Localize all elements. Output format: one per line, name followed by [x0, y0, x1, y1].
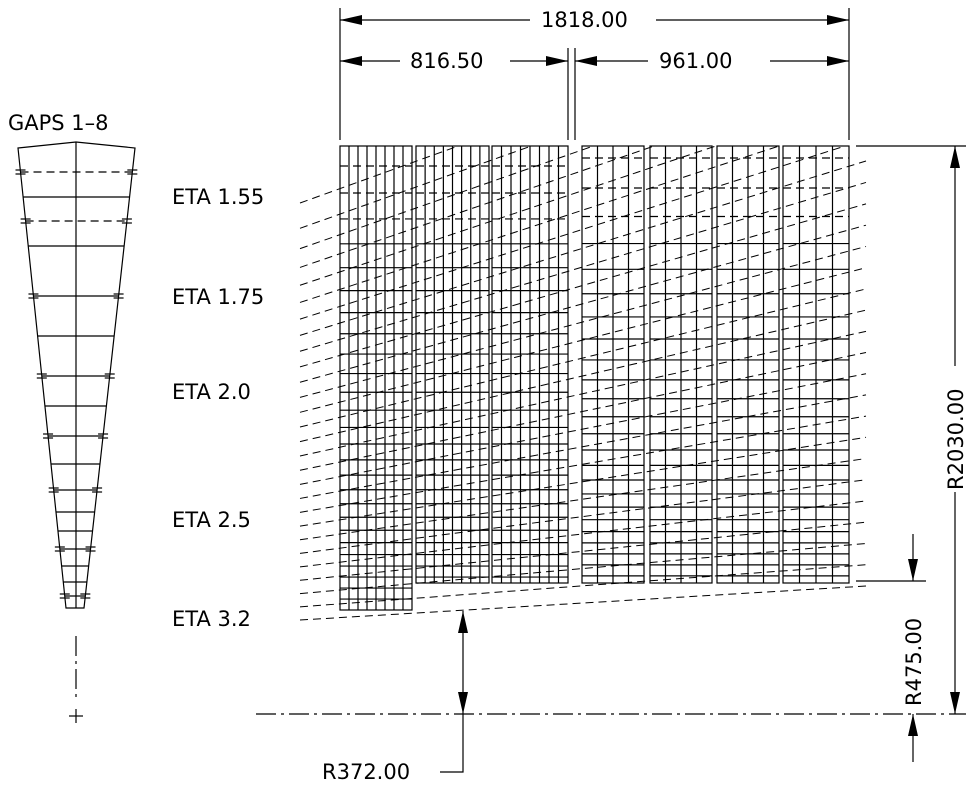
eta-label-3-2: ETA 3.2 [172, 607, 251, 631]
dim-r372-arrow-bottom [458, 692, 468, 714]
eta-projection-line [299, 479, 867, 554]
dim-outer-arrow-top [950, 146, 960, 168]
dim-r475-arrow-bottom [908, 714, 918, 736]
dim-sec1-arrow-left [340, 56, 362, 66]
eta-projection-line [299, 145, 655, 268]
dim-total-text: 1818.00 [541, 8, 628, 32]
eta-projection-line [299, 373, 867, 485]
eta-projection-line [299, 145, 846, 320]
eta-projection-line [299, 288, 867, 428]
section-2-modules [581, 145, 850, 584]
eta-projection-line [299, 415, 867, 513]
eta-projection-line [299, 145, 532, 229]
dim-sec1-arrow-right [546, 56, 568, 66]
dim-sec2-arrow-left [575, 56, 597, 66]
wedge-rows [15, 169, 138, 599]
eta-projection-line [299, 203, 867, 368]
eta-projection-line [299, 145, 716, 286]
eta-projection-line [299, 181, 867, 352]
section-1-modules [339, 145, 569, 611]
top-dimensions: 1818.00 816.50 961.00 [339, 8, 850, 140]
eta-projection-lines [299, 145, 867, 621]
dim-sec1-text: 816.50 [410, 49, 483, 73]
eta-label-2-5: ETA 2.5 [172, 508, 251, 532]
gaps-title: GAPS 1–8 [8, 111, 109, 135]
eta-projection-line [299, 160, 867, 336]
eta-projection-line [299, 394, 867, 499]
eta-projection-line [299, 267, 867, 413]
eta-projection-line [299, 458, 867, 541]
eta-projection-line [299, 245, 867, 398]
eta-label-2-0: ETA 2.0 [172, 380, 251, 404]
gaps-wedge-view: GAPS 1–8 [8, 111, 138, 723]
eta-projection-line [299, 330, 867, 457]
eta-projection-line [299, 564, 867, 608]
dim-outer-text: R2030.00 [944, 389, 966, 490]
eta-projection-line [299, 500, 867, 568]
eta-projection-line [299, 224, 867, 383]
eta-projection-line [299, 145, 780, 303]
dim-r372-arrow-top [458, 611, 468, 633]
eta-projection-line [299, 521, 867, 581]
eta-projection-line [299, 352, 867, 471]
eta-projection-line [299, 542, 867, 595]
dim-sec2-text: 961.00 [659, 49, 732, 73]
eta-projection-line [299, 145, 459, 204]
dim-sec2-arrow-right [827, 56, 849, 66]
dim-r372-text: R372.00 [322, 760, 410, 784]
eta-projection-line [299, 436, 867, 527]
eta-label-1-75: ETA 1.75 [172, 285, 264, 309]
dim-outer-arrow-bottom [950, 692, 960, 714]
dim-total-arrow-right [827, 15, 849, 25]
eta-label-1-55: ETA 1.55 [172, 185, 264, 209]
eta-labels: ETA 1.55 ETA 1.75 ETA 2.0 ETA 2.5 ETA 3.… [172, 185, 264, 631]
eta-projection-line [299, 585, 867, 621]
eta-projection-line [299, 309, 867, 443]
dim-r372-leader [440, 714, 464, 773]
dim-total-arrow-left [340, 15, 362, 25]
right-dimensions: R2030.00 R475.00 R372.00 [322, 145, 966, 784]
dim-r475-arrow-top [908, 559, 918, 581]
dim-r475-text: R475.00 [902, 618, 926, 706]
